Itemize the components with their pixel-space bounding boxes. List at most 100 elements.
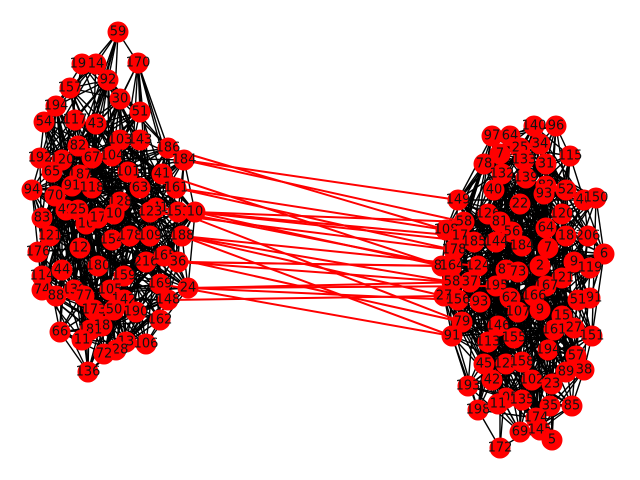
graph-node: 94 [21,179,43,201]
node-label: 169 [148,277,173,292]
graph-node: 34 [529,133,551,155]
node-label: 206 [576,229,601,244]
node-circle [555,361,577,383]
graph-node: 6 [593,243,615,265]
node-circle [87,207,109,229]
node-circle [477,331,499,353]
graph-node: 17 [87,207,109,229]
node-label: 198 [466,403,491,418]
node-label: 69 [512,425,529,440]
graph-node: 83 [31,207,53,229]
graph-node: 18 [555,225,577,247]
node-circle [39,225,61,247]
node-label: 7 [544,241,552,256]
node-circle [184,201,206,223]
node-circle [165,177,187,199]
node-circle [535,153,557,175]
node-circle [481,125,503,147]
node-circle [481,369,503,391]
node-label: 154 [100,233,125,248]
graph-node: 123 [138,201,163,223]
node-label: 153 [166,205,191,220]
node-circle [487,315,509,337]
node-circle [551,203,573,225]
intra-edge [451,335,479,411]
node-circle [21,179,43,201]
node-circle [127,52,149,74]
node-label: 66 [52,325,69,340]
bridge-edge [161,173,443,267]
node-label: 162 [148,313,173,328]
graph-node: 136 [76,361,100,383]
node-circle [503,327,525,349]
graph-node: 164 [440,255,464,277]
graph-node: 135 [510,389,534,411]
node-circle [541,429,563,451]
intra-edge [125,261,179,343]
graph-node: 103 [108,129,132,151]
node-label: 50 [106,303,123,318]
graph-node: 140 [522,115,546,137]
node-label: 70 [47,189,64,204]
node-label: 11 [74,333,91,348]
node-label: 155 [502,331,527,346]
node-label: 79 [454,315,471,330]
node-label: 102 [520,373,545,388]
bridge-edge [155,207,475,243]
node-circle [107,21,129,43]
node-label: 25 [70,203,87,218]
node-label: 216 [134,255,159,270]
node-label: 144 [484,235,509,250]
node-label: 115 [558,149,583,164]
graph-node: 23 [541,373,563,395]
node-circle [577,225,599,247]
graph-node: 101 [116,161,140,183]
node-label: 161 [164,181,189,196]
graph-node: 118 [80,177,104,199]
node-circle [129,101,151,123]
graph-node: 27 [563,317,585,339]
graph-node: 158 [510,351,534,373]
node-label: 176 [26,245,51,260]
node-circle [509,421,531,443]
graph-node: 11 [487,393,509,415]
intra-edge [91,62,139,159]
node-label: 113 [476,335,501,350]
graph-node: 88 [45,285,67,307]
node-label: 67 [84,151,101,166]
node-circle [559,145,581,167]
intra-edge [77,187,141,211]
node-circle [81,147,103,169]
node-label: 54 [36,115,53,130]
node-circle [85,113,107,135]
graph-node: 9 [529,299,551,321]
node-label: 64 [538,221,555,236]
bridge-edge [181,235,453,337]
graph-node: 93 [469,291,491,313]
node-circle [83,299,105,321]
node-circle [149,309,171,331]
graph-node: 66 [49,321,71,343]
graph-node: 139 [514,167,538,189]
node-label: 62 [502,291,519,306]
node-label: 123 [138,205,163,220]
node-circle [537,237,559,259]
node-label: 40 [486,183,503,198]
node-label: 51 [570,293,587,308]
node-label: 56 [504,225,521,240]
node-label: 30 [112,92,129,107]
graph-node: 72 [93,343,115,365]
node-circle [151,163,173,185]
node-label: 106 [134,337,159,352]
node-circle [97,69,119,91]
graph-node: 7 [489,143,511,165]
bridge-edge [181,235,453,283]
graph-node: 161 [164,177,189,199]
node-label: 92 [100,73,117,88]
node-label: 15 [554,309,571,324]
node-label: 133 [512,153,537,168]
node-label: 121 [38,229,63,244]
node-circle [173,149,195,171]
bridge-edge [194,211,443,267]
graph-node: 149 [446,189,470,211]
